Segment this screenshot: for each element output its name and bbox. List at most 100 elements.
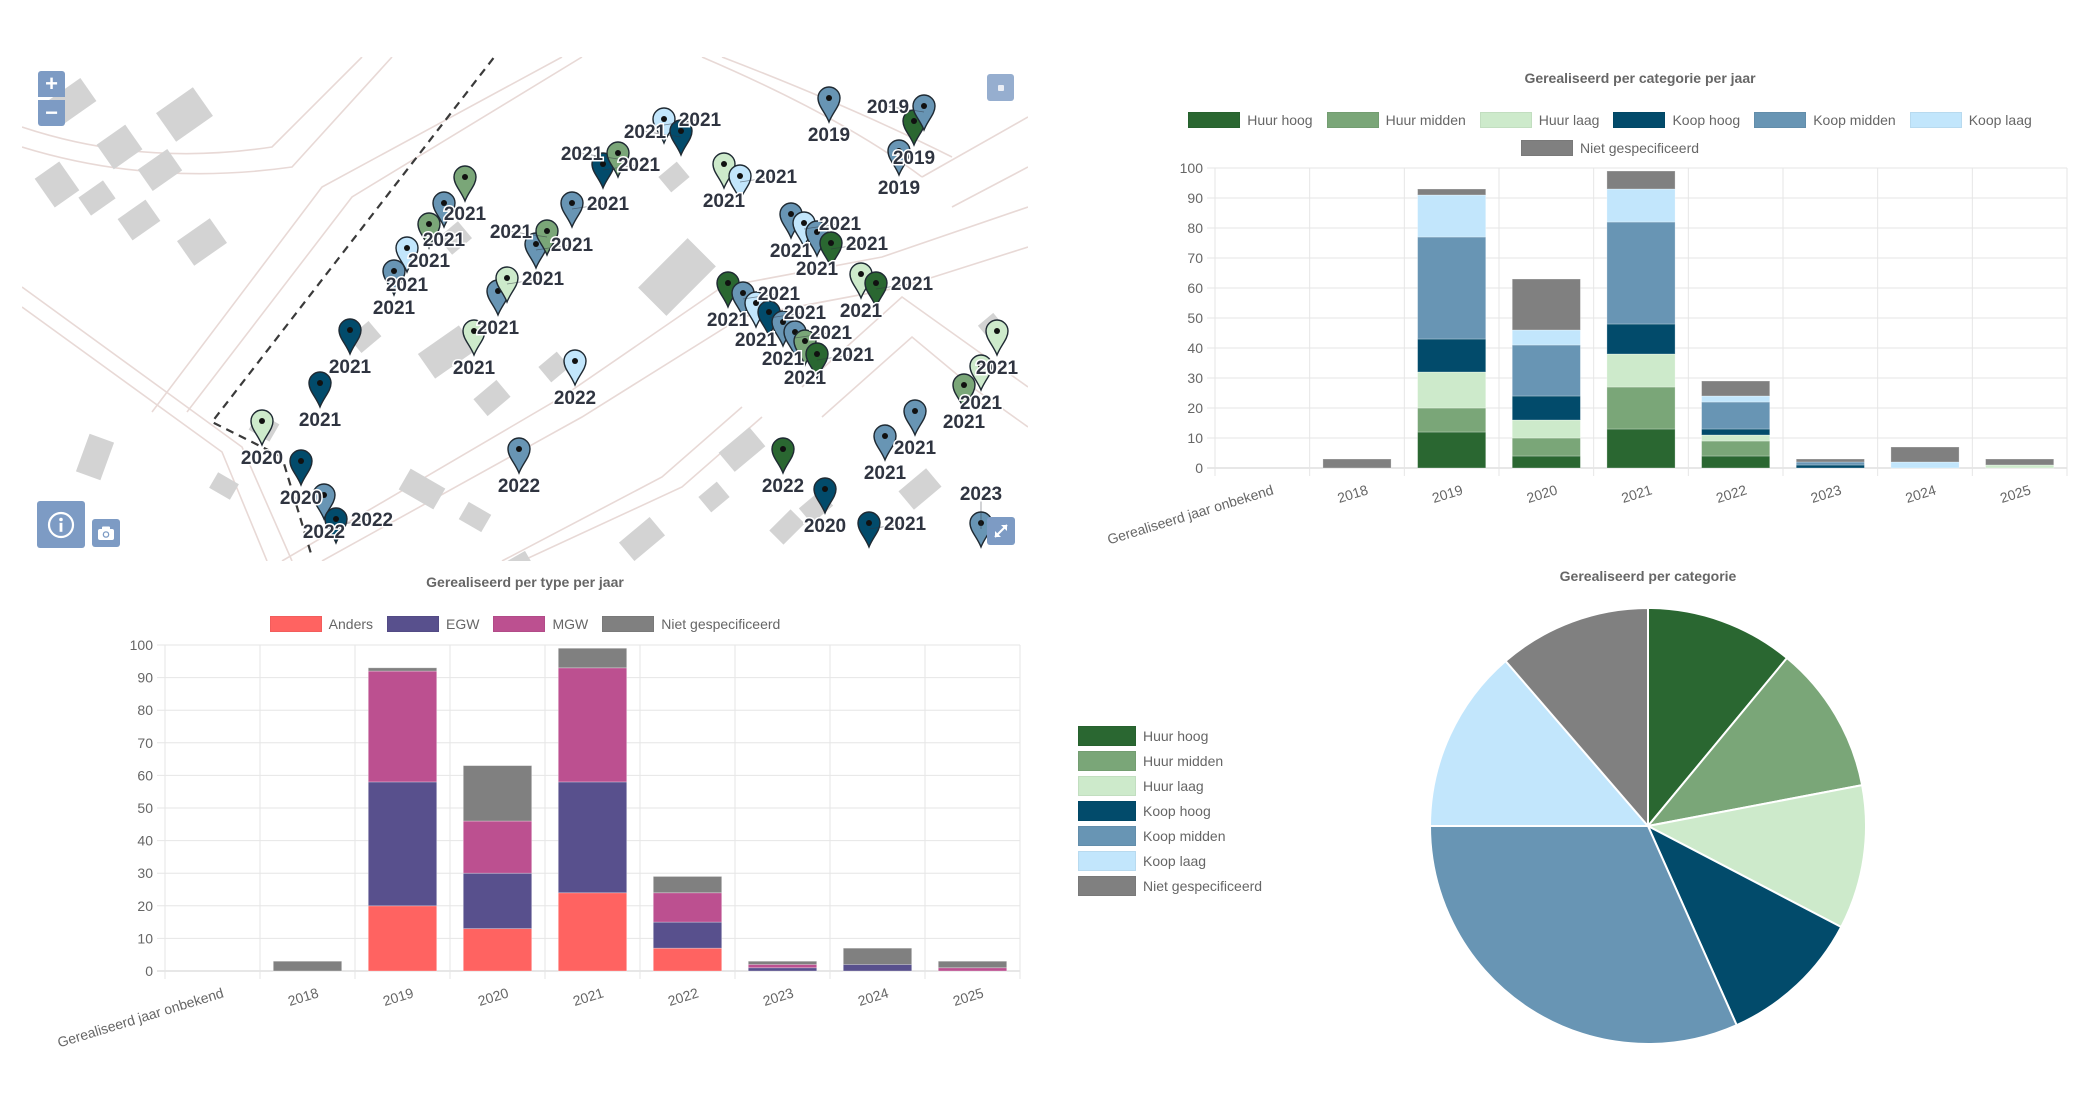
- bar-egw-2024[interactable]: [842, 964, 913, 972]
- map-marker-2022[interactable]: [563, 349, 587, 387]
- legend-item-mgw[interactable]: MGW: [493, 610, 588, 638]
- map-marker-2021[interactable]: [417, 212, 441, 250]
- bar-koop-laag-2020[interactable]: [1511, 329, 1581, 346]
- bar-mgw-2023[interactable]: [747, 964, 818, 969]
- bar-niet-gespecificeerd-2025[interactable]: [937, 960, 1008, 969]
- map-marker-2021[interactable]: [873, 424, 897, 462]
- map-marker-2021[interactable]: [495, 266, 519, 304]
- map-marker-2019[interactable]: [912, 94, 936, 132]
- bar-koop-laag-2024[interactable]: [1890, 461, 1960, 469]
- bar-koop-midden-2022[interactable]: [1701, 401, 1771, 430]
- map-marker-2019[interactable]: [887, 139, 911, 177]
- bar-koop-hoog-2020[interactable]: [1511, 395, 1581, 421]
- bar-koop-hoog-2023[interactable]: [1795, 464, 1865, 469]
- bar-niet-gespecificeerd-2019[interactable]: [367, 667, 438, 672]
- legend-item-niet-gespecificeerd[interactable]: Niet gespecificeerd: [1520, 134, 1699, 162]
- legend-item-koop-laag[interactable]: Koop laag: [1909, 106, 2032, 134]
- map-view[interactable]: 2020 2020 2022 2022 2021 2021 2021 2021 2021 2021…: [22, 57, 1028, 561]
- bar-koop-laag-2019[interactable]: [1417, 194, 1487, 238]
- map-marker-2021[interactable]: [864, 271, 888, 309]
- bar-anders-2020[interactable]: [462, 928, 533, 972]
- bar-niet-gespecificeerd-2023[interactable]: [1795, 458, 1865, 463]
- bar-niet-gespecificeerd-2020[interactable]: [1511, 278, 1581, 331]
- bar-koop-hoog-2019[interactable]: [1417, 338, 1487, 373]
- legend-item-huur-hoog[interactable]: Huur hoog: [1188, 106, 1313, 134]
- legend-item-huur-midden[interactable]: Huur midden: [1078, 748, 1262, 773]
- map-marker-2021[interactable]: [453, 165, 477, 203]
- bar-niet-gespecificeerd-2022[interactable]: [1701, 380, 1771, 397]
- bar-niet-gespecificeerd-2023[interactable]: [747, 960, 818, 965]
- pie-slice-koop-laag[interactable]: [1428, 659, 1651, 827]
- legend-item-niet-gespecificeerd[interactable]: Niet gespecificeerd: [1078, 873, 1262, 898]
- map-marker-2022[interactable]: [507, 437, 531, 475]
- map-marker-2021[interactable]: [395, 236, 419, 274]
- legend-item-egw[interactable]: EGW: [387, 610, 479, 638]
- map-marker-2021[interactable]: [432, 191, 456, 229]
- map-marker-2021[interactable]: [591, 152, 615, 190]
- map-marker-2021[interactable]: [382, 259, 406, 297]
- bar-koop-midden-2020[interactable]: [1511, 344, 1581, 397]
- bar-huur-midden-2019[interactable]: [1417, 407, 1487, 433]
- map-marker-2020[interactable]: [289, 449, 313, 487]
- bar-mgw-2025[interactable]: [937, 967, 1008, 972]
- bar-huur-laag-2020[interactable]: [1511, 419, 1581, 439]
- bar-egw-2021[interactable]: [557, 781, 628, 894]
- map-marker-2022[interactable]: [324, 507, 348, 545]
- map-marker-2021[interactable]: [308, 371, 332, 409]
- bar-huur-hoog-2019[interactable]: [1417, 431, 1487, 469]
- bar-niet-gespecificeerd-2024[interactable]: [1890, 446, 1960, 463]
- zoom-in-button[interactable]: +: [38, 71, 65, 97]
- info-button[interactable]: [37, 501, 85, 548]
- bar-mgw-2020[interactable]: [462, 820, 533, 874]
- bar-huur-hoog-2022[interactable]: [1701, 455, 1771, 469]
- pie-slice-koop-midden[interactable]: [1428, 825, 1738, 1045]
- zoom-out-button[interactable]: −: [38, 100, 65, 126]
- fullscreen-button[interactable]: [987, 517, 1015, 545]
- legend-item-anders[interactable]: Anders: [269, 610, 373, 638]
- bar-koop-hoog-2021[interactable]: [1606, 323, 1676, 355]
- map-marker-2020[interactable]: [813, 477, 837, 515]
- legend-item-koop-midden[interactable]: Koop midden: [1754, 106, 1896, 134]
- map-marker-2021[interactable]: [952, 373, 976, 411]
- map-marker-2021[interactable]: [757, 300, 781, 338]
- map-marker-2021[interactable]: [728, 164, 752, 202]
- pie-slice-niet-gespecificeerd[interactable]: [1504, 606, 1649, 829]
- map-marker-2021[interactable]: [338, 318, 362, 356]
- bar-anders-2022[interactable]: [652, 947, 723, 972]
- bar-koop-laag-2021[interactable]: [1606, 188, 1676, 223]
- legend-item-koop-hoog[interactable]: Koop hoog: [1613, 106, 1740, 134]
- bar-huur-hoog-2021[interactable]: [1606, 428, 1676, 469]
- bar-anders-2021[interactable]: [557, 892, 628, 972]
- map-marker-2021[interactable]: [669, 119, 693, 157]
- map-marker-2021[interactable]: [535, 219, 559, 257]
- map-marker-2022[interactable]: [312, 483, 336, 521]
- map-marker-2019[interactable]: [817, 86, 841, 124]
- bar-koop-midden-2019[interactable]: [1417, 236, 1487, 340]
- map-canvas[interactable]: 2020202020222022202120212021202120212021…: [22, 57, 1028, 561]
- bar-egw-2023[interactable]: [747, 967, 818, 972]
- bar-huur-midden-2020[interactable]: [1511, 437, 1581, 457]
- map-marker-2021[interactable]: [805, 342, 829, 380]
- map-marker-2021[interactable]: [462, 319, 486, 357]
- bar-niet-gespecificeerd-2025[interactable]: [1985, 458, 2055, 466]
- map-marker-2021[interactable]: [819, 231, 843, 269]
- bar-niet-gespecificeerd-2021[interactable]: [1606, 170, 1676, 190]
- screenshot-button[interactable]: [92, 519, 120, 547]
- map-marker-2021[interactable]: [857, 511, 881, 549]
- bar-egw-2022[interactable]: [652, 921, 723, 949]
- map-marker-2020[interactable]: [250, 409, 274, 447]
- bar-niet-gespecificeerd-2024[interactable]: [842, 947, 913, 965]
- bar-mgw-2022[interactable]: [652, 892, 723, 923]
- bar-koop-midden-2023[interactable]: [1795, 461, 1865, 466]
- bar-anders-2019[interactable]: [367, 905, 438, 972]
- pie-slice-koop-hoog[interactable]: [1645, 823, 1843, 1027]
- bar-koop-hoog-2022[interactable]: [1701, 428, 1771, 436]
- bar-huur-hoog-2020[interactable]: [1511, 455, 1581, 469]
- legend-item-huur-laag[interactable]: Huur laag: [1078, 773, 1262, 798]
- bar-huur-laag-2022[interactable]: [1701, 434, 1771, 442]
- bar-huur-midden-2022[interactable]: [1701, 440, 1771, 457]
- bar-niet-gespecificeerd-2020[interactable]: [462, 765, 533, 822]
- map-marker-2021[interactable]: [969, 354, 993, 392]
- map-marker-2021[interactable]: [903, 399, 927, 437]
- layers-button[interactable]: [987, 74, 1014, 101]
